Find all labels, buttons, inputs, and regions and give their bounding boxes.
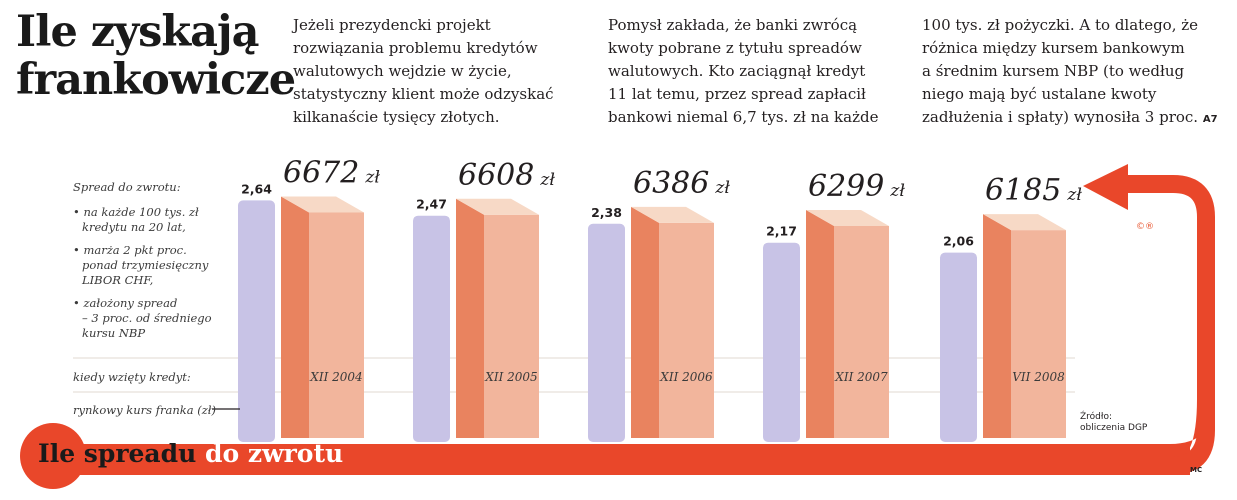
bottom-title-part-1: Ile spreadu	[38, 439, 197, 468]
arrow-body	[1118, 175, 1215, 428]
intro-line: kilkanaście tysięcy złotych.	[293, 108, 500, 126]
sidebar-bullet-2: • marża 2 pkt proc. ponad trzymiesięczny…	[73, 243, 208, 288]
rate-value-label: 2,64	[241, 181, 272, 196]
spread-bar-front	[834, 225, 889, 438]
rate-bar	[940, 252, 977, 442]
intro-line-text: zadłużenia i spłaty) wynosiła 3 proc.	[922, 108, 1199, 126]
sidebar-line: LIBOR CHF,	[82, 273, 154, 287]
spread-bar-top	[456, 198, 539, 215]
sidebar-bullet-3: • założony spread – 3 proc. od średniego…	[73, 296, 212, 341]
spread-unit-label: zł	[1066, 185, 1082, 205]
spread-bar-top	[983, 214, 1066, 231]
sidebar-line: • marża 2 pkt proc.	[73, 243, 187, 257]
spread-bar-top	[281, 196, 364, 213]
intro-line: zadłużenia i spłaty) wynosiła 3 proc. A7	[922, 106, 1218, 131]
infographic-title: Ile zyskają frankowicze	[16, 7, 296, 105]
spread-bar-top	[631, 206, 714, 223]
intro-line: walutowych. Kto zaciągnął kredyt	[608, 62, 866, 80]
sidebar-line: ponad trzymiesięczny	[82, 258, 209, 272]
bottom-title: Ile spreadu do zwrotu	[38, 438, 343, 470]
intro-line: 100 tys. zł pożyczki. A to dlatego, że	[922, 16, 1199, 34]
row-label-rate: rynkowy kurs franka (zł)	[73, 403, 216, 417]
intro-line: rozwiązania problemu kredytów	[293, 39, 538, 57]
sidebar-line: • na każde 100 tys. zł	[73, 205, 199, 219]
intro-line: a średnim kursem NBP (to według	[922, 62, 1185, 80]
intro-line: różnica między kursem bankowym	[922, 39, 1185, 57]
intro-line: niego mają być ustalane kwoty	[922, 85, 1157, 103]
category-label: XII 2007	[834, 370, 888, 384]
intro-column-3: 100 tys. zł pożyczki. A to dlatego, że r…	[922, 14, 1218, 131]
intro-line: Jeżeli prezydencki projekt	[293, 16, 491, 34]
spread-bar-front	[484, 214, 539, 438]
spread-bar-front	[309, 212, 364, 438]
source-line: Źródło:	[1080, 412, 1112, 422]
spread-bar-front	[659, 222, 714, 438]
sidebar-bullet-1: • na każde 100 tys. zł kredytu na 20 lat…	[73, 205, 199, 235]
row-label-date: kiedy wzięty kredyt:	[73, 370, 191, 384]
spread-unit-label: zł	[364, 167, 380, 187]
title-line-2: frankowicze	[16, 55, 296, 105]
spread-bar-side	[806, 209, 834, 438]
spread-value-label: 6672	[283, 155, 359, 190]
category-label: XII 2004	[309, 370, 362, 384]
intro-line: 11 lat temu, przez spread zapłacił	[608, 85, 866, 103]
intro-column-1: Jeżeli prezydencki projekt rozwiązania p…	[293, 14, 554, 129]
spread-value-label: 6608	[458, 158, 534, 193]
spread-unit-label: zł	[889, 181, 905, 201]
intro-line: statystyczny klient może odzyskać	[293, 85, 554, 103]
category-label: XII 2006	[659, 370, 713, 384]
intro-line: bankowi niemal 6,7 tys. zł na każde	[608, 108, 879, 126]
spread-bar-front	[1011, 230, 1066, 438]
spread-bar-side	[631, 206, 659, 438]
article-code: A7	[1202, 114, 1218, 125]
spread-bar-side	[456, 198, 484, 438]
spread-unit-label: zł	[714, 178, 730, 198]
bottom-banner-cap	[20, 423, 86, 489]
bottom-title-part-2: do zwrotu	[205, 439, 344, 468]
bottom-banner-band	[40, 444, 1190, 475]
spread-value-label: 6386	[633, 166, 709, 201]
category-label: VII 2008	[1012, 370, 1065, 384]
rate-bar	[588, 223, 625, 442]
rate-value-label: 2,06	[943, 234, 974, 249]
banner-curve	[1170, 410, 1215, 475]
creative-commons-icon: ©®	[1136, 222, 1154, 232]
intro-line: Pomysł zakłada, że banki zwrócą	[608, 16, 858, 34]
sidebar-line: – 3 proc. od średniego	[82, 311, 212, 325]
rate-bar	[238, 200, 275, 442]
intro-line: kwoty pobrane z tytułu spreadów	[608, 39, 862, 57]
intro-column-2: Pomysł zakłada, że banki zwrócą kwoty po…	[608, 14, 878, 129]
sidebar-line: kredytu na 20 lat,	[82, 220, 186, 234]
arrow-head	[1083, 164, 1128, 210]
rate-value-label: 2,17	[766, 224, 797, 239]
spread-value-label: 6185	[985, 173, 1061, 208]
rate-value-label: 2,38	[591, 205, 622, 220]
rate-value-label: 2,47	[416, 197, 447, 212]
rate-bar	[413, 215, 450, 442]
rate-bar	[763, 242, 800, 442]
spread-value-label: 6299	[808, 169, 884, 204]
sidebar-heading: Spread do zwrotu:	[73, 180, 181, 194]
spread-bar-side	[983, 214, 1011, 438]
category-label: XII 2005	[484, 370, 537, 384]
source-note: Źródło: obliczenia DGP	[1080, 412, 1147, 434]
author-initials: MC	[1190, 466, 1203, 474]
spread-bar-top	[806, 209, 889, 226]
sidebar-line: • założony spread	[73, 296, 178, 310]
title-line-1: Ile zyskają	[16, 7, 259, 57]
sidebar-line: kursu NBP	[82, 326, 146, 340]
intro-line: walutowych wejdzie w życie,	[293, 62, 512, 80]
spread-unit-label: zł	[539, 170, 555, 190]
spread-bar-side	[281, 196, 309, 438]
source-line: obliczenia DGP	[1080, 423, 1148, 433]
